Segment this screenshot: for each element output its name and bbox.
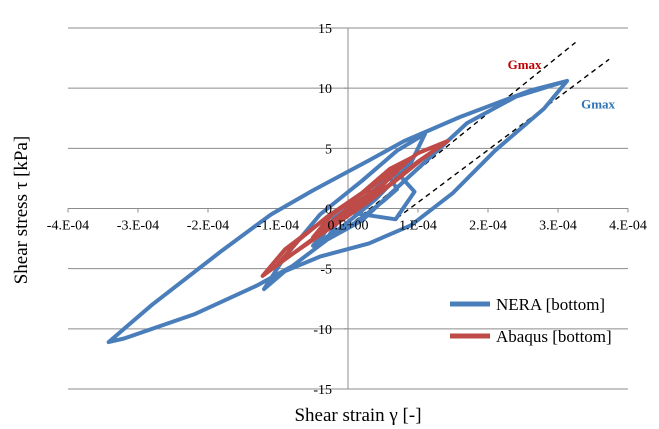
y-tick-label-0: -15 [313,383,332,398]
gmax-reference-line-1 [396,58,610,219]
x-tick-label-6: 2.E-04 [469,219,507,234]
legend-label-abaqus: Abaqus [bottom] [496,327,612,346]
series-line-abaqus [260,139,450,278]
data-series [106,78,570,345]
series-line-nera [106,78,570,345]
y-tick-label-1: -10 [313,323,332,338]
x-axis-title: Shear strain γ [-] [294,405,421,426]
y-tick-label-5: 10 [318,82,332,97]
tick-labels: -4.E-04 -3.E-04 -2.E-04 -1.E-04 0.E+00 1.E-04… [47,22,647,398]
x-tick-label-2: -2.E-04 [187,219,229,234]
y-tick-label-3: 0 [325,203,332,218]
x-tick-label-5: 1.E-04 [399,219,437,234]
x-tick-label-8: 4.E-04 [609,219,647,234]
x-tick-label-7: 3.E-04 [539,219,577,234]
x-tick-label-1: -3.E-04 [117,219,159,234]
annotations: Gmax Gmax [508,57,616,112]
legend-label-nera: NERA [bottom] [496,295,605,314]
x-tick-label-3: -1.E-04 [257,219,299,234]
y-tick-label-6: 15 [318,22,332,37]
gmax-annotation-1: Gmax [581,97,615,112]
gmax-annotation-0: Gmax [508,57,542,72]
legend: NERA [bottom] Abaqus [bottom] [450,295,612,346]
x-tick-label-0: -4.E-04 [47,219,89,234]
y-tick-label-2: -5 [320,263,332,278]
y-axis-title: Shear stress τ [kPa] [11,136,32,285]
y-tick-label-4: 5 [325,142,332,157]
x-tick-label-4: 0.E+00 [328,219,369,234]
